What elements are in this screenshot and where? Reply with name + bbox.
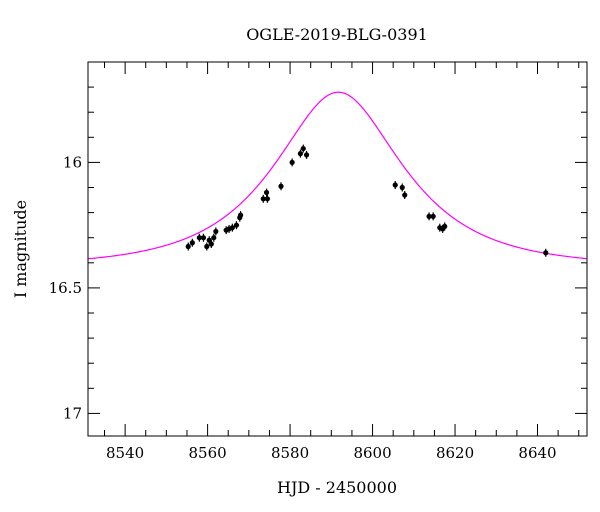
data-point [204,243,210,250]
data-point [402,192,408,198]
plot-frame [87,61,588,437]
x-tick-label: 8560 [189,444,227,462]
data-point [200,235,207,241]
plot-area: 8540 8560 8580 8600 8620 8640 16 16.5 17 [49,61,588,462]
x-tick-label: 8600 [353,444,391,462]
model-curve [88,91,587,260]
data-point [264,196,270,202]
data-point [189,240,195,246]
data-point [399,184,405,191]
data-point [430,213,436,219]
x-tick-label: 8580 [271,444,309,462]
data-point [211,235,217,241]
data-point [185,243,191,250]
data-point [392,182,398,188]
data-point [297,151,303,157]
data-point [289,159,295,166]
x-tick-label: 8640 [518,444,556,462]
data-point [208,241,214,247]
x-tick-label: 8540 [106,444,144,462]
y-axis-label: I magnitude [11,200,30,298]
data-point [213,228,219,235]
data-point [426,213,432,219]
y-tick-label: 16 [63,153,82,171]
data-point [278,183,284,189]
data-point [229,225,235,231]
data-point [263,189,270,196]
data-point [237,212,244,218]
data-point [303,152,310,158]
y-tick-label: 17 [63,404,82,422]
data-point [260,196,266,202]
data-point [300,145,306,152]
x-axis-label: HJD - 2450000 [277,478,397,497]
chart-title: OGLE-2019-BLG-0391 [246,25,428,44]
data-point [196,235,202,241]
y-tick-label: 16.5 [49,279,82,297]
data-point [442,223,448,230]
x-tick-label: 8620 [436,444,474,462]
data-point [233,222,240,228]
data-point [543,250,549,256]
